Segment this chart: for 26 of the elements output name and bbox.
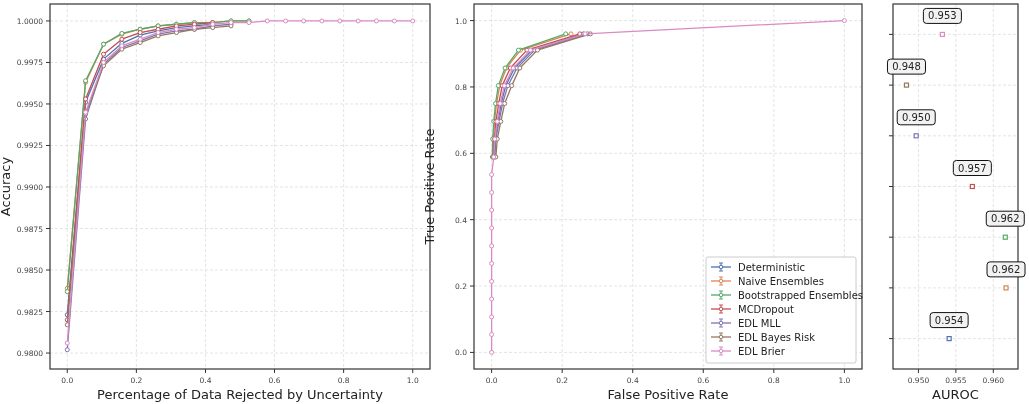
data-label: 0.957 xyxy=(958,162,987,174)
x-axis-title: False Positive Rate xyxy=(607,387,729,402)
point xyxy=(1003,285,1009,291)
x-axis-title: Percentage of Data Rejected by Uncertainty xyxy=(97,387,384,402)
x-axis-title: AUROC xyxy=(932,387,979,402)
data-label: 0.962 xyxy=(990,213,1020,225)
point xyxy=(903,82,910,88)
data-label: 0.954 xyxy=(934,314,964,326)
point xyxy=(946,335,952,342)
data-label: 0.950 xyxy=(901,111,931,123)
legend-label: EDL MLL xyxy=(738,317,781,329)
legend-label: EDL Brier xyxy=(738,345,786,357)
data-label: 0.948 xyxy=(892,61,921,73)
point xyxy=(969,183,975,190)
data-label: 0.962 xyxy=(991,263,1021,275)
legend-label: MCDropout xyxy=(738,303,795,315)
point xyxy=(1002,234,1008,240)
y-axis-title: Accuracy xyxy=(0,156,13,217)
legend-label: Deterministic xyxy=(738,261,805,273)
legend-label: EDL Bayes Risk xyxy=(738,331,816,343)
legend-label: Bootstrapped Ensembles xyxy=(738,289,864,301)
legend-label: Naive Ensembles xyxy=(738,275,824,287)
data-label: 0.953 xyxy=(928,10,957,22)
point xyxy=(913,133,919,139)
point xyxy=(939,31,945,38)
y-axis-title: True Positive Rate xyxy=(422,128,437,246)
